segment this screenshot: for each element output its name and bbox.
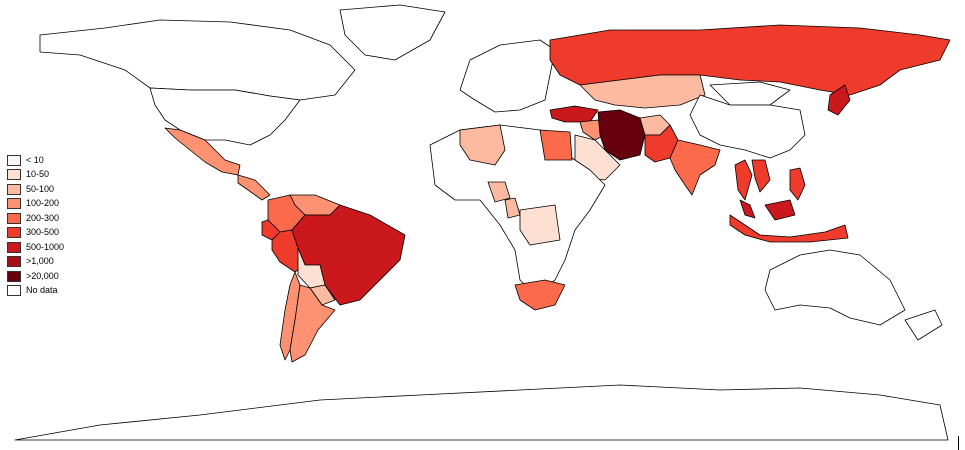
- legend-swatch: [7, 285, 21, 297]
- region-europe: [459, 39, 556, 113]
- legend-row: >1,000: [7, 255, 64, 270]
- region-australia: [764, 249, 943, 341]
- region-united-states: [149, 87, 301, 146]
- legend-label: 100-200: [26, 198, 60, 209]
- region-central-america: [237, 174, 271, 201]
- region-nigeria: [487, 181, 511, 203]
- region-vietnam: [751, 159, 771, 193]
- legend-row: 300-500: [7, 226, 64, 241]
- legend-swatch: [7, 241, 21, 253]
- legend-label: 300-500: [26, 227, 60, 238]
- legend-label: >1,000: [26, 256, 54, 267]
- region-algeria: [459, 124, 506, 166]
- legend-row: 200-300: [7, 211, 64, 226]
- region-antarctica: [14, 384, 949, 441]
- legend-label: No data: [26, 285, 58, 296]
- legend-swatch: [7, 256, 21, 268]
- region-india: [669, 139, 721, 196]
- legend-label: 200-300: [26, 212, 60, 223]
- region-greenland: [339, 4, 446, 61]
- legend-swatch: [7, 198, 21, 210]
- region-dr-congo: [519, 204, 561, 246]
- legend-label: 50-100: [26, 183, 55, 194]
- legend-label: < 10: [26, 154, 44, 165]
- legend-label: >20,000: [26, 270, 59, 281]
- legend-swatch: [7, 212, 21, 224]
- region-thailand: [734, 159, 753, 201]
- region-philippines: [789, 167, 806, 201]
- legend-row: 50-100: [7, 182, 64, 197]
- legend-row: No data: [7, 284, 64, 299]
- region-argentina: [289, 284, 336, 363]
- legend-swatch: [7, 169, 21, 181]
- legend-swatch: [7, 183, 21, 195]
- region-mexico: [164, 127, 241, 176]
- region-malaysia: [739, 199, 796, 221]
- map-legend: < 10 10-50 50-100 100-200 200-300 300-50…: [7, 153, 64, 298]
- legend-row: 100-200: [7, 197, 64, 212]
- region-south-africa: [514, 279, 566, 311]
- legend-label: 500-1000: [26, 241, 65, 252]
- legend-row: 10-50: [7, 168, 64, 183]
- edge-tick-mark: [958, 436, 959, 450]
- legend-row: >20,000: [7, 269, 64, 284]
- legend-swatch: [7, 270, 21, 282]
- region-japan: [827, 84, 851, 116]
- legend-swatch: [7, 227, 21, 239]
- legend-row: 500-1000: [7, 240, 64, 255]
- legend-label: 10-50: [26, 169, 50, 180]
- region-mongolia: [709, 81, 791, 106]
- region-kazakhstan: [579, 74, 706, 109]
- region-indonesia: [729, 214, 849, 243]
- region-china: [689, 94, 806, 159]
- region-egypt: [539, 129, 573, 161]
- region-iran: [597, 109, 646, 161]
- region-canada: [39, 19, 356, 101]
- region-turkey: [549, 105, 599, 123]
- legend-row: < 10: [7, 153, 64, 168]
- legend-swatch: [7, 154, 21, 166]
